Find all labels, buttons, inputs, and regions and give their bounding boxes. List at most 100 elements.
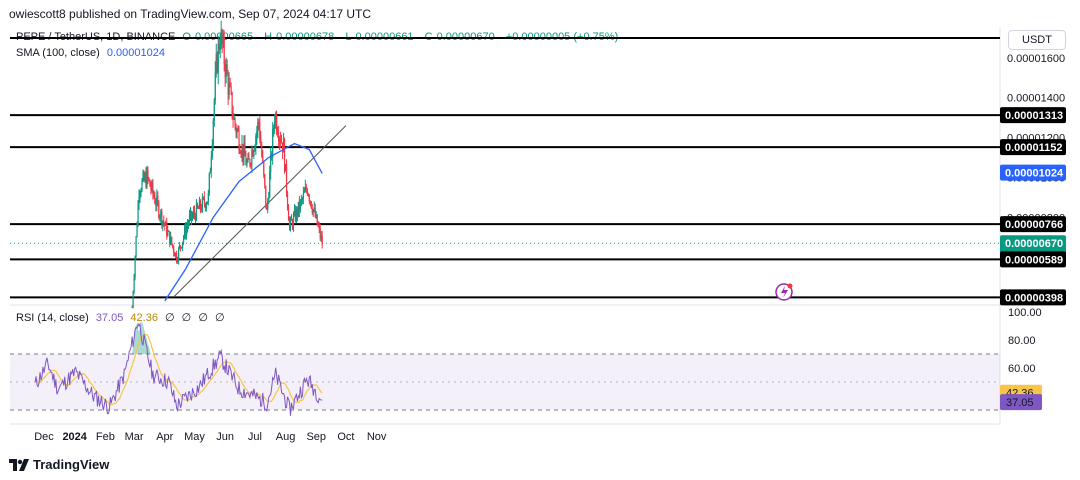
candle-body: [257, 121, 259, 131]
candle-body: [176, 252, 178, 262]
price-tag-1313-bg: [1000, 107, 1066, 124]
currency-button[interactable]: USDT: [1008, 30, 1066, 50]
rsi-label[interactable]: RSI (14, close): [16, 312, 89, 324]
candle-body: [186, 224, 189, 228]
footer-brand: TradingView: [9, 457, 109, 472]
candle-body: [168, 230, 170, 232]
candle-body: [256, 130, 258, 137]
candle-body: [319, 227, 321, 238]
candle-body: [307, 194, 309, 196]
candle-body: [202, 197, 204, 199]
time-tick-label: Nov: [367, 431, 387, 443]
price-tick-label: 0.00001400: [1007, 93, 1065, 105]
candle-body: [260, 139, 262, 146]
candle-body: [150, 186, 152, 190]
candle-body: [181, 247, 183, 249]
rsi-extra-4: ∅: [214, 312, 225, 324]
candle-body: [226, 64, 228, 75]
candle-body: [156, 195, 158, 206]
candle-body: [272, 128, 274, 158]
sma-label[interactable]: SMA (100, close): [16, 47, 100, 59]
time-tick-label: Jul: [248, 431, 262, 443]
candle-body: [245, 156, 247, 166]
symbol-legend: PEPE / TetherUS, 1D, BINANCE O0.00000665…: [16, 31, 622, 43]
candle-body: [282, 139, 285, 153]
candle-body: [240, 152, 242, 155]
candle-body: [262, 156, 264, 162]
candle-body: [290, 218, 293, 221]
candle-body: [253, 150, 255, 157]
candle-body: [166, 222, 168, 236]
candle-body: [298, 201, 301, 211]
sma-line[interactable]: [164, 142, 323, 302]
candle-body: [303, 191, 305, 193]
candle-body: [248, 158, 250, 160]
candle-body: [170, 236, 172, 245]
candle-body: [204, 203, 206, 209]
candle-body: [199, 200, 202, 209]
candle-body: [309, 200, 311, 202]
candle-body: [163, 220, 165, 224]
candle-body: [207, 193, 209, 202]
candle-body: [191, 215, 194, 219]
candle-body: [138, 195, 140, 204]
tradingview-logo-icon: [9, 458, 29, 471]
candle-body: [225, 64, 227, 78]
price-tag-1152-bg: [1000, 139, 1066, 156]
candle-body: [193, 211, 196, 216]
rsi-ma-line[interactable]: [34, 333, 323, 406]
candle-body: [255, 136, 257, 148]
candle-body: [246, 161, 248, 166]
candle-body: [295, 208, 298, 221]
candle-body: [131, 306, 133, 308]
candle-body: [201, 197, 203, 211]
sma-legend: SMA (100, close) 0.00001024: [16, 47, 169, 59]
candle-body: [228, 83, 230, 95]
candle-body: [314, 207, 316, 218]
price-tag-589-bg: [1000, 251, 1066, 268]
candle-body: [219, 45, 221, 50]
candle-body: [188, 215, 191, 223]
candle-body: [155, 203, 157, 206]
time-tick-label: 2024: [62, 431, 87, 443]
candle-body: [305, 187, 307, 191]
price-tag-589: 0.00000589: [1005, 254, 1063, 266]
candle-body: [267, 200, 269, 210]
rsi-value: 37.05: [95, 312, 124, 324]
time-tick-label: Aug: [276, 431, 296, 443]
candle-body: [308, 195, 310, 201]
candle-body: [320, 236, 322, 238]
price-tag-sma: 0.00001024: [1005, 168, 1064, 180]
candle-body: [153, 193, 155, 197]
rsi-line[interactable]: [34, 322, 323, 416]
candle-body: [261, 145, 263, 157]
rsi-tag-bg: [1000, 394, 1042, 411]
rsi-tag: 37.05: [1006, 397, 1034, 409]
candle-body: [205, 204, 207, 209]
candle-body: [247, 158, 249, 162]
candle-body: [197, 207, 200, 209]
alert-icon[interactable]: [775, 283, 793, 301]
time-tick-label: Feb: [96, 431, 115, 443]
candle-body: [189, 211, 192, 216]
candle-body: [217, 43, 219, 73]
price-tick-label: 0.00001600: [1007, 53, 1065, 65]
candle-body: [157, 195, 159, 203]
candle-body: [185, 227, 188, 236]
candle-body: [234, 118, 236, 126]
candle-body: [306, 190, 308, 195]
candle-body: [284, 164, 287, 172]
candle-body: [243, 143, 245, 159]
candle-body: [310, 201, 312, 208]
candle-body: [242, 143, 244, 159]
trendline[interactable]: [173, 125, 347, 298]
candle-body: [277, 131, 279, 136]
candle-body: [212, 120, 214, 145]
candle-body: [200, 208, 202, 211]
candle-body: [264, 174, 266, 186]
candle-body: [142, 173, 144, 181]
price-tag-766-bg: [1000, 216, 1066, 233]
candle-body: [172, 243, 174, 247]
candle-body: [278, 135, 280, 142]
